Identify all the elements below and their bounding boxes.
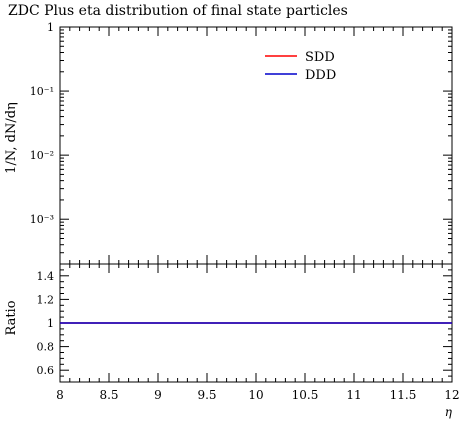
- main-y-tick-label: 10⁻¹: [30, 85, 54, 98]
- x-tick-label: 11.5: [390, 388, 417, 402]
- main-y-tick-label: 10⁻²: [30, 149, 54, 162]
- main-plot-frame: [59, 26, 453, 265]
- main-y-tick-label: 10⁻³: [30, 213, 54, 226]
- x-tick-label: 11: [346, 388, 361, 402]
- ratio-y-tick-label: 1.4: [37, 270, 55, 283]
- ratio-y-tick-label: 0.6: [37, 364, 55, 377]
- x-tick-label: 10: [248, 388, 263, 402]
- x-tick-label: 12: [444, 388, 459, 402]
- x-axis-label: η: [445, 405, 453, 419]
- x-tick-label: 8: [56, 388, 64, 402]
- main-y-tick-label: 1: [47, 21, 54, 34]
- x-tick-label: 9: [154, 388, 162, 402]
- x-tick-label: 10.5: [292, 388, 319, 402]
- ratio-y-tick-label: 0.8: [37, 341, 55, 354]
- x-tick-label: 9.5: [197, 388, 216, 402]
- ratio-y-tick-label: 1.2: [37, 293, 55, 306]
- legend-label-ddd: DDD: [305, 68, 336, 83]
- chart-title: ZDC Plus eta distribution of final state…: [8, 3, 348, 19]
- x-tick-label: 8.5: [99, 388, 118, 402]
- ratio-y-tick-label: 1: [47, 317, 54, 330]
- legend-label-sdd: SDD: [305, 50, 335, 65]
